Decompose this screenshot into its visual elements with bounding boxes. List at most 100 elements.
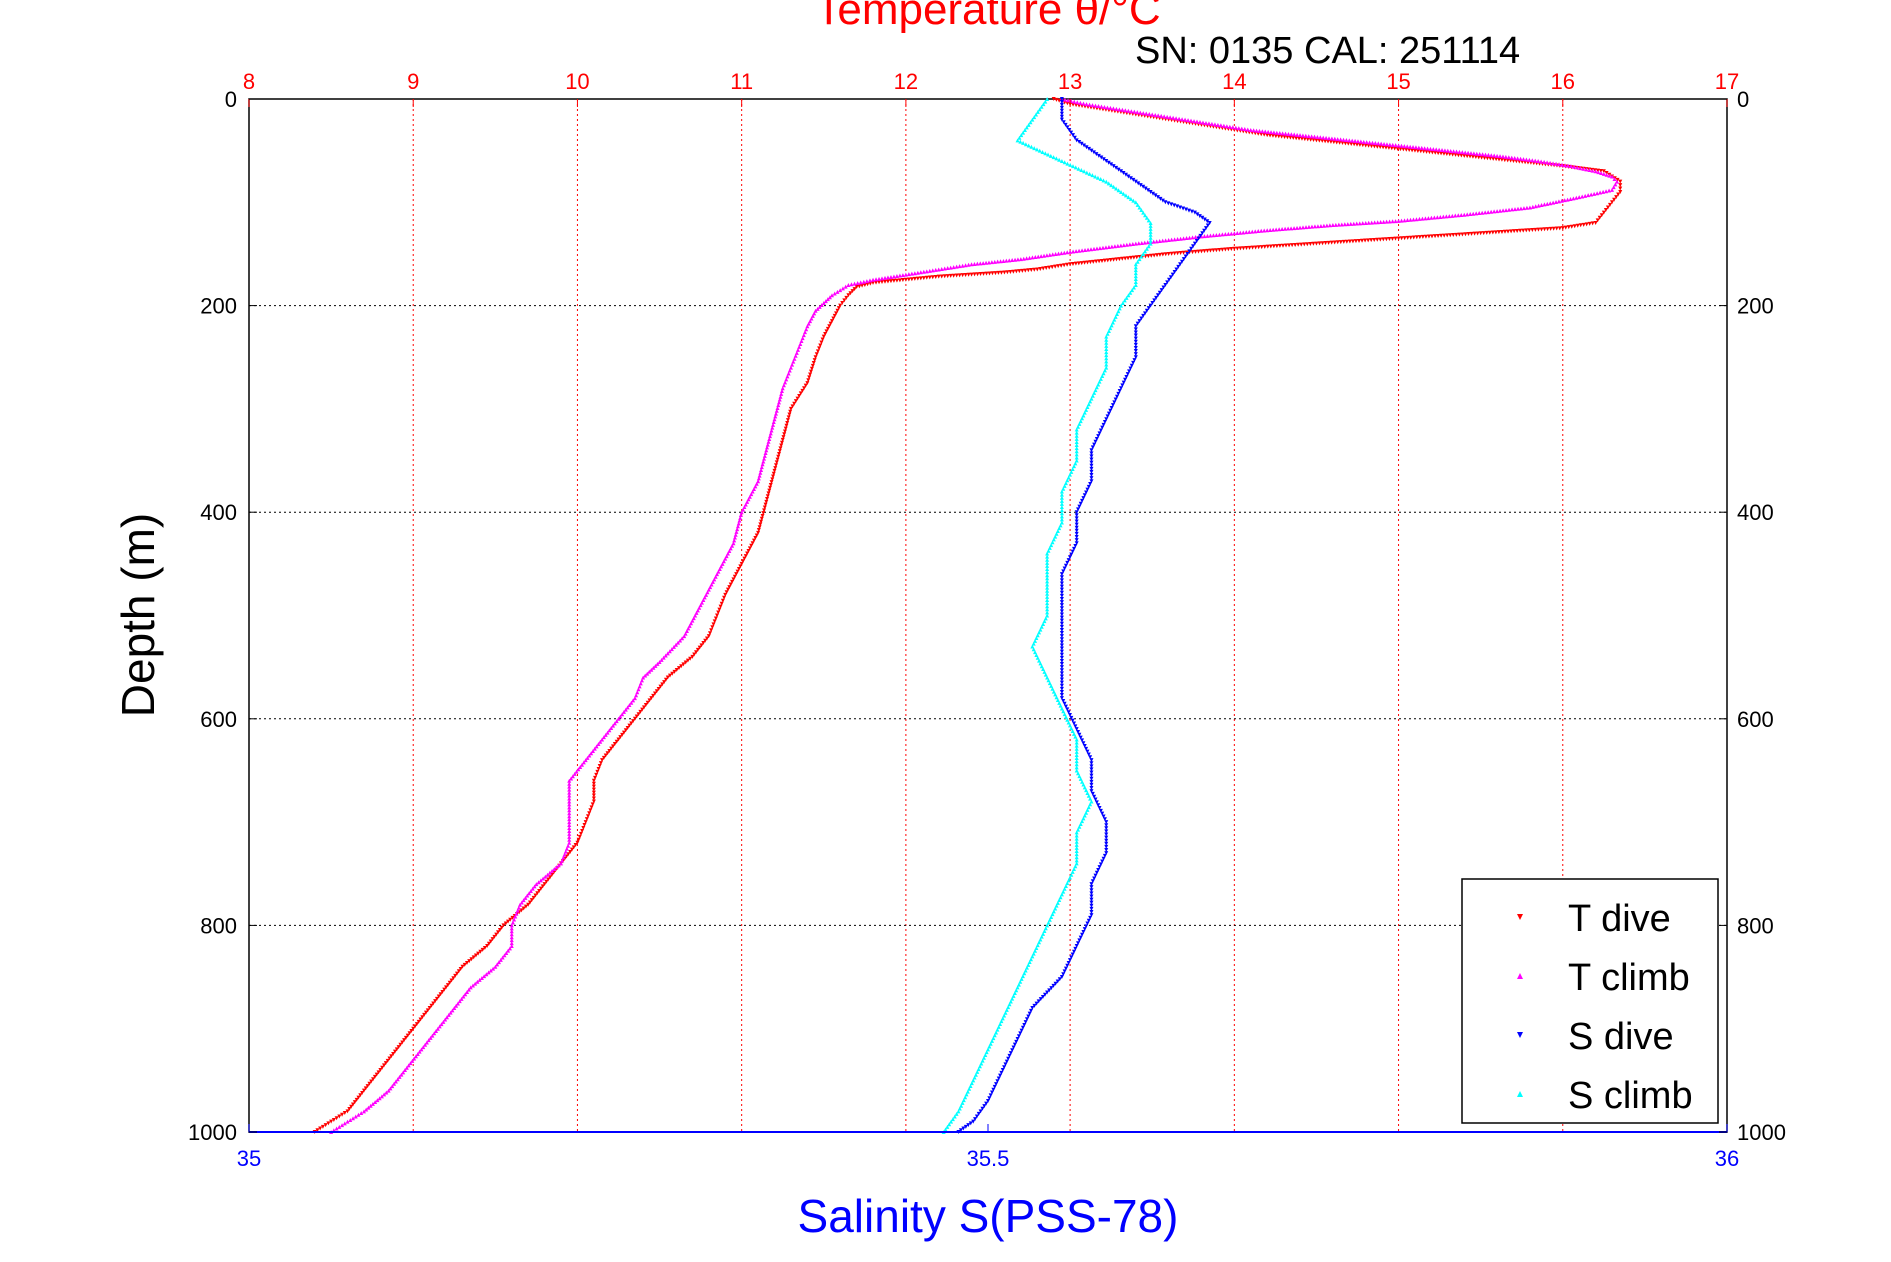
data-point [1601,189,1606,194]
data-point [455,971,460,976]
data-point [829,319,834,324]
data-point [1392,146,1397,151]
data-point [1059,251,1064,256]
data-point [1139,240,1144,245]
data-point [1066,960,1071,965]
data-point [1073,734,1078,739]
data-point [1244,246,1249,251]
data-point [562,852,567,857]
data-point [1071,102,1076,107]
data-point [361,1109,366,1114]
data-point [972,272,977,277]
data-point [591,784,596,789]
data-point [1383,145,1388,150]
data-point [762,453,767,458]
data-point [1296,242,1301,247]
data-point [1089,894,1094,899]
data-point [1070,952,1075,957]
data-point [1059,646,1064,651]
data-point [567,784,572,789]
data-point [1059,637,1064,642]
data-point [1155,293,1160,298]
data-point [1085,405,1090,410]
data-point [1006,1005,1011,1010]
data-point [1155,195,1160,200]
data-point [1369,220,1374,225]
data-point [1565,197,1570,202]
data-point [774,460,779,465]
data-point [530,886,535,891]
data-point [488,939,493,944]
data-point [968,1121,973,1126]
data-point [1116,167,1121,172]
data-point [370,1101,375,1106]
data-point [1068,162,1073,167]
data-point [1181,250,1186,255]
data-point [691,616,696,621]
data-point [1156,113,1161,118]
data-point [761,511,766,516]
data-point [632,716,637,721]
data-point [1450,152,1455,157]
data-point [1059,680,1064,685]
data-point [1133,327,1138,332]
data-point [1136,241,1141,246]
data-point [1045,567,1050,572]
data-point [1545,160,1550,165]
data-point [1291,135,1296,140]
data-point [846,282,851,287]
data-point [706,634,711,639]
data-point [1417,235,1422,240]
data-point [1074,944,1079,949]
data-point [1419,145,1424,150]
data-point [1059,686,1064,691]
data-point [1037,107,1042,112]
data-point [1085,921,1090,926]
data-point [1326,139,1331,144]
data-point [861,279,866,284]
data-point [1451,149,1456,154]
data-point [1074,522,1079,527]
data-point [414,1022,419,1027]
data-point [1021,140,1026,145]
data-point [1153,112,1158,117]
data-point [1055,698,1060,703]
data-point [415,1051,420,1056]
data-point [1472,231,1477,236]
legend-marker [1517,973,1523,979]
data-point [717,607,722,612]
data-point [552,867,557,872]
data-point [1075,100,1080,105]
data-point [1074,427,1079,432]
data-point [1284,243,1289,248]
chart-title: Temperature θ/°C [815,0,1160,34]
data-point [1180,117,1185,122]
data-point [1022,1022,1027,1027]
data-point [1364,140,1369,145]
data-point [842,298,847,303]
data-point [680,636,685,641]
data-point [1117,107,1122,112]
data-point [1121,171,1126,176]
data-point [1057,700,1062,705]
data-point [1028,957,1033,962]
data-point [770,425,775,430]
data-point [612,742,617,747]
data-point [1000,1068,1005,1073]
data-point [1050,265,1055,270]
temperature-tick-label: 8 [243,69,255,94]
data-point [561,855,566,860]
data-point [809,366,814,371]
data-point [1051,689,1056,694]
data-point [389,1054,394,1059]
data-point [587,811,592,816]
data-point [536,880,541,885]
data-point [437,1024,442,1029]
data-point [1059,665,1064,670]
data-point [742,505,747,510]
data-point [1363,238,1368,243]
data-point [1123,172,1128,177]
temperature-tick-label: 14 [1222,69,1246,94]
data-point [1096,803,1101,808]
